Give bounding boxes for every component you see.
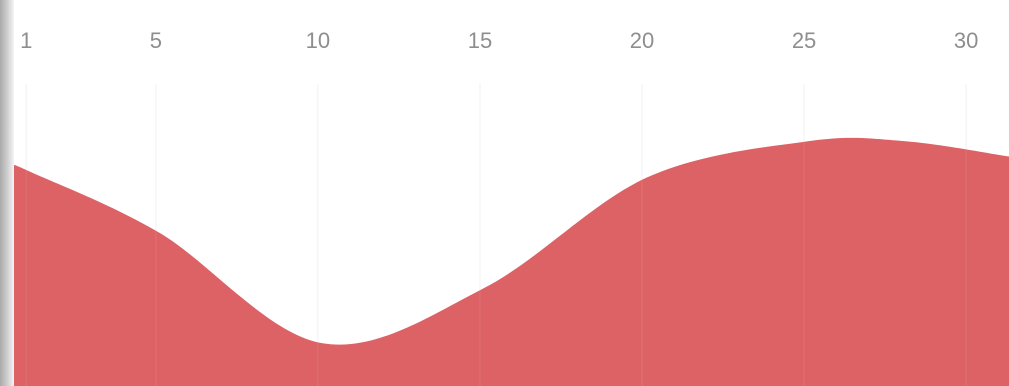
- left-edge-border: [0, 0, 14, 386]
- x-axis-ticks: 1 5 10 15 20 25 30: [20, 28, 978, 53]
- series-area: [14, 137, 1009, 386]
- x-tick-label-15: 15: [468, 28, 492, 53]
- x-tick-label-1: 1: [20, 28, 32, 53]
- area-chart: 1 5 10 15 20 25 30: [14, 28, 1009, 386]
- chart-container: 1 5 10 15 20 25 30: [14, 0, 1009, 386]
- x-tick-label-25: 25: [792, 28, 816, 53]
- x-tick-label-20: 20: [630, 28, 654, 53]
- area-grid-layer: [25, 84, 967, 386]
- x-tick-label-30: 30: [954, 28, 978, 53]
- x-tick-label-5: 5: [150, 28, 162, 53]
- x-tick-label-10: 10: [306, 28, 330, 53]
